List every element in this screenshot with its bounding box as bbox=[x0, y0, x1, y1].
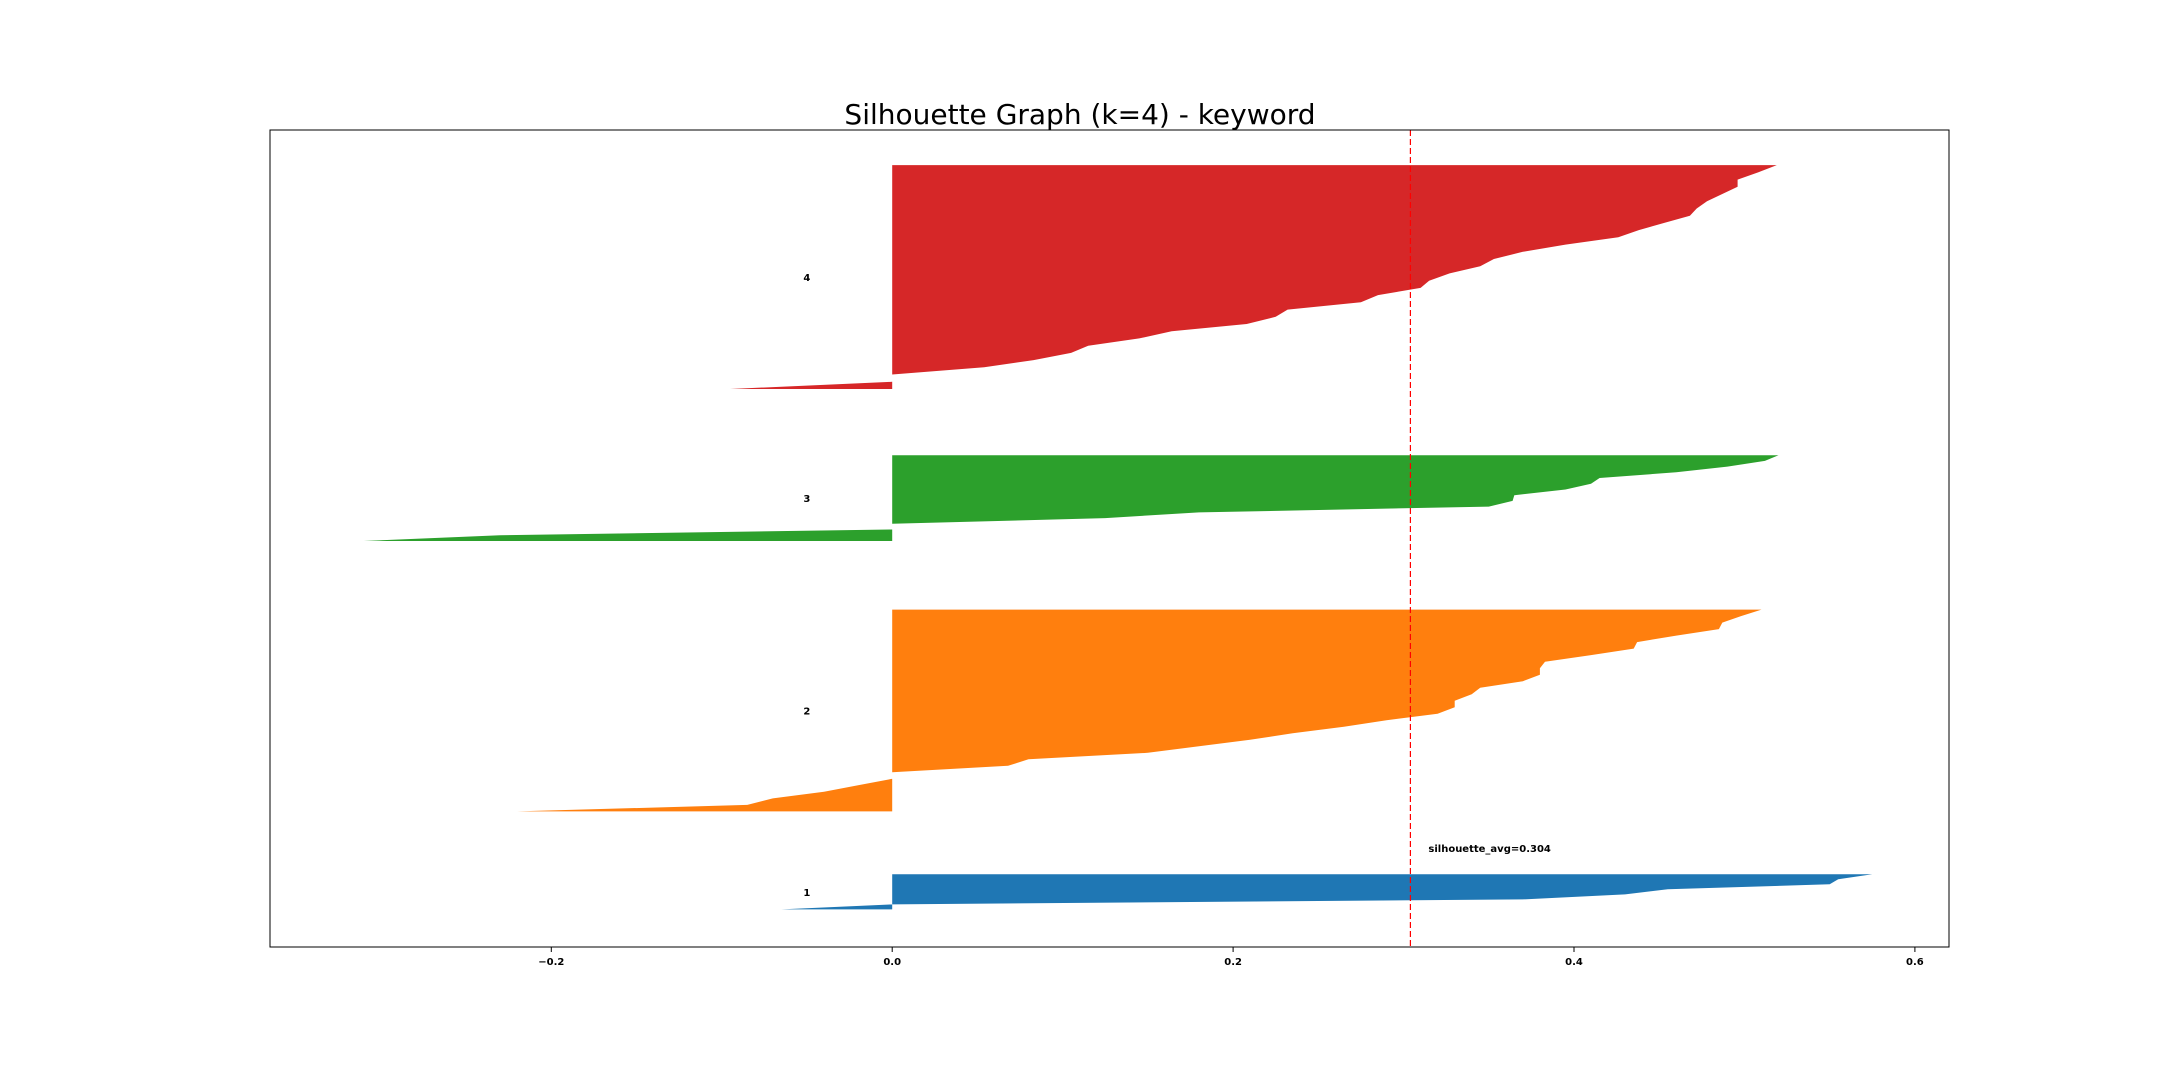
cluster-label-2: 2 bbox=[803, 707, 810, 718]
silhouette-band-cluster-1 bbox=[781, 874, 1873, 910]
x-tick-label: 0.6 bbox=[1906, 957, 1924, 968]
x-tick-label: −0.2 bbox=[538, 957, 564, 968]
silhouette-band-cluster-2 bbox=[517, 609, 1762, 812]
x-tick-label: 0.2 bbox=[1224, 957, 1242, 968]
series-layer bbox=[363, 165, 1873, 910]
x-tick-label: 0.0 bbox=[883, 957, 901, 968]
silhouette-band-cluster-3 bbox=[363, 455, 1779, 541]
cluster-label-3: 3 bbox=[803, 494, 810, 505]
cluster-label-1: 1 bbox=[803, 888, 810, 899]
cluster-label-4: 4 bbox=[803, 273, 810, 284]
chart-title: Silhouette Graph (k=4) - keyword bbox=[844, 98, 1315, 131]
cluster-labels: 1 2 3 4 bbox=[803, 273, 810, 899]
silhouette-average-label: silhouette_avg=0.304 bbox=[1428, 844, 1551, 855]
silhouette-band-cluster-4 bbox=[730, 165, 1777, 389]
average-line-group: silhouette_avg=0.304 bbox=[1409, 130, 1551, 947]
x-tick-label: 0.4 bbox=[1565, 957, 1583, 968]
plot-frame bbox=[269, 129, 1950, 948]
x-axis: −0.2 0.0 0.2 0.4 0.6 bbox=[538, 947, 1924, 968]
